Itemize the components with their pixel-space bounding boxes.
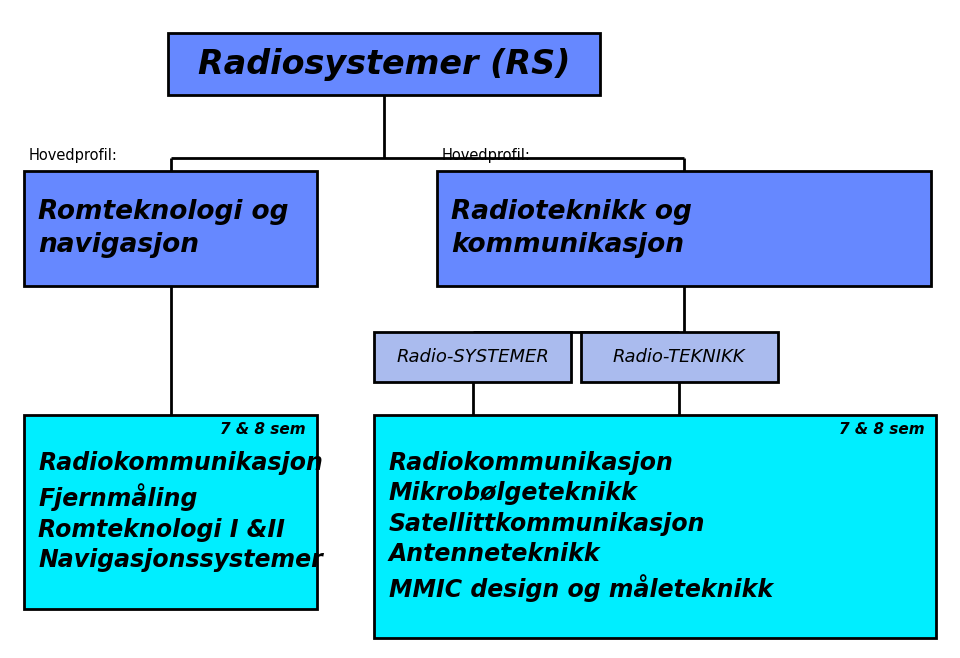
Text: 7 & 8 sem: 7 & 8 sem — [220, 422, 305, 438]
FancyBboxPatch shape — [374, 415, 936, 638]
Text: Radio-SYSTEMER: Radio-SYSTEMER — [396, 348, 549, 366]
FancyBboxPatch shape — [168, 33, 600, 95]
Text: Radio-TEKNIKK: Radio-TEKNIKK — [612, 348, 746, 366]
FancyBboxPatch shape — [24, 171, 317, 286]
FancyBboxPatch shape — [374, 332, 571, 382]
Text: Hovedprofil:: Hovedprofil: — [29, 148, 118, 163]
FancyBboxPatch shape — [581, 332, 778, 382]
Text: 7 & 8 sem: 7 & 8 sem — [839, 422, 924, 438]
Text: Radiokommunikasjon
Fjernmåling
Romteknologi I &II
Navigasjonssystemer: Radiokommunikasjon Fjernmåling Romteknol… — [38, 451, 324, 572]
Text: Radioteknikk og
kommunikasjon: Radioteknikk og kommunikasjon — [451, 199, 692, 258]
FancyBboxPatch shape — [437, 171, 931, 286]
Text: Hovedprofil:: Hovedprofil: — [442, 148, 531, 163]
Text: Radiosystemer (RS): Radiosystemer (RS) — [198, 47, 570, 81]
Text: Radiokommunikasjon
Mikrobølgeteknikk
Satellittkommunikasjon
Antenneteknikk
MMIC : Radiokommunikasjon Mikrobølgeteknikk Sat… — [389, 451, 773, 602]
Text: Romteknologi og
navigasjon: Romteknologi og navigasjon — [38, 199, 289, 258]
FancyBboxPatch shape — [24, 415, 317, 609]
